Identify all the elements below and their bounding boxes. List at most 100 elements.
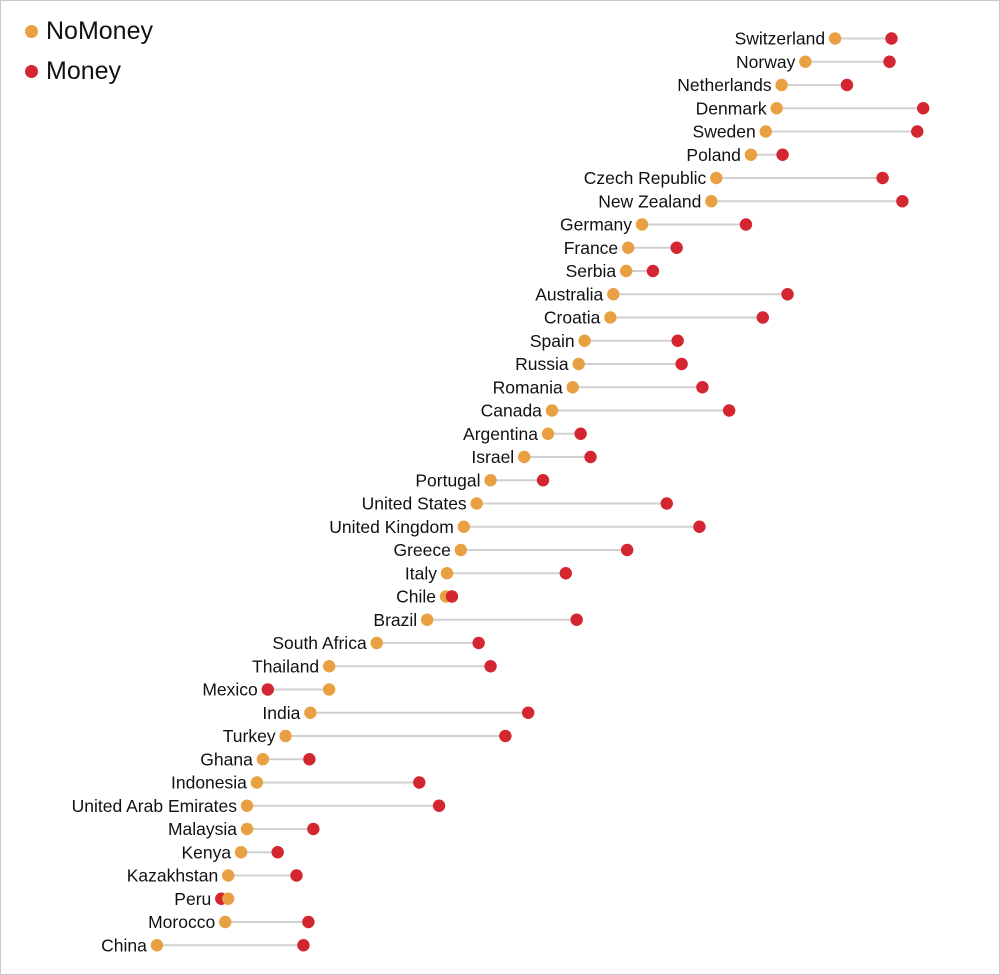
row-turkey: Turkey [223,726,512,746]
money-dot-chile [445,590,459,603]
money-dot-switzerland [885,32,898,45]
country-label-czech-republic: Czech Republic [584,168,707,188]
row-china: China [101,935,310,955]
money-dot-ghana [303,753,316,766]
country-label-new-zealand: New Zealand [598,191,701,211]
country-label-south-africa: South Africa [272,633,367,653]
row-switzerland: Switzerland [735,29,898,49]
row-kazakhstan: Kazakhstan [127,866,303,886]
row-russia: Russia [515,354,688,374]
nomoney-dot-germany [635,218,649,231]
nomoney-dot-romania [566,381,579,394]
row-denmark: Denmark [696,98,930,118]
money-dot-spain [671,334,684,347]
country-label-russia: Russia [515,354,569,374]
country-label-argentina: Argentina [463,424,538,444]
nomoney-dot-poland [744,148,758,161]
row-chile: Chile [396,587,459,607]
nomoney-dot-thailand [322,660,336,673]
nomoney-dot-malaysia [240,822,254,836]
nomoney-dot-ghana [256,753,270,766]
money-dot-israel [584,450,597,464]
nomoney-dot-united-kingdom [457,520,471,533]
nomoney-dot-netherlands [775,78,788,92]
country-label-chile: Chile [396,587,436,607]
row-italy: Italy [405,563,572,583]
legend-swatch-nomoney [25,24,38,38]
country-label-netherlands: Netherlands [677,75,772,95]
country-label-united-states: United States [362,494,467,514]
row-portugal: Portugal [415,470,550,490]
country-label-italy: Italy [405,563,437,583]
nomoney-dot-serbia [619,264,633,278]
row-ghana: Ghana [200,749,316,769]
row-greece: Greece [393,540,634,560]
money-dot-australia [781,288,794,301]
money-dot-china [297,939,310,952]
money-dot-india [521,706,535,719]
row-brazil: Brazil [373,610,583,630]
money-dot-new-zealand [896,195,909,208]
nomoney-dot-spain [578,334,591,347]
nomoney-dot-mexico [322,683,336,696]
money-dot-united-kingdom [693,520,706,533]
row-united-arab-emirates: United Arab Emirates [72,796,446,816]
money-dot-czech-republic [876,171,889,185]
row-israel: Israel [471,447,597,467]
nomoney-dot-canada [545,404,559,417]
country-label-turkey: Turkey [223,726,276,746]
nomoney-dot-turkey [279,729,292,743]
money-dot-canada [722,404,736,417]
row-australia: Australia [535,284,794,304]
country-label-romania: Romania [493,377,563,397]
nomoney-dot-italy [440,567,454,580]
money-dot-sweden [911,125,924,138]
money-dot-morocco [302,915,315,929]
country-label-kazakhstan: Kazakhstan [127,866,218,886]
country-label-israel: Israel [471,447,514,467]
country-label-portugal: Portugal [415,470,480,490]
legend-label-nomoney: NoMoney [46,16,153,45]
nomoney-dot-new-zealand [705,195,718,208]
country-label-poland: Poland [686,145,741,165]
country-label-morocco: Morocco [148,912,215,932]
country-label-denmark: Denmark [696,98,767,118]
country-label-malaysia: Malaysia [168,819,237,839]
nomoney-dot-israel [518,450,531,464]
nomoney-dot-indonesia [250,776,264,789]
row-argentina: Argentina [463,424,587,444]
row-czech-republic: Czech Republic [584,168,889,188]
money-dot-russia [675,357,688,371]
row-mexico: Mexico [202,680,336,700]
row-united-states: United States [362,494,673,514]
country-label-spain: Spain [530,331,575,351]
country-label-sweden: Sweden [693,122,756,142]
money-dot-portugal [536,474,550,487]
country-label-greece: Greece [393,540,450,560]
country-label-kenya: Kenya [181,842,231,862]
nomoney-dot-greece [454,543,468,557]
row-india: India [262,703,535,723]
nomoney-dot-portugal [484,474,497,487]
row-serbia: Serbia [566,261,660,281]
money-dot-south-africa [472,636,485,650]
row-germany: Germany [560,215,753,235]
money-dot-kenya [271,846,284,859]
money-dot-italy [559,567,572,580]
money-dot-romania [696,381,709,394]
money-dot-poland [776,148,789,161]
country-label-france: France [564,238,618,258]
money-dot-norway [883,55,896,68]
row-france: France [564,238,683,258]
nomoney-dot-australia [607,288,620,301]
country-label-serbia: Serbia [566,261,617,281]
nomoney-dot-croatia [604,311,617,324]
nomoney-dot-kazakhstan [222,869,235,882]
money-dot-mexico [261,683,274,696]
country-label-norway: Norway [736,52,796,72]
money-dot-netherlands [840,78,854,92]
country-label-mexico: Mexico [202,680,257,700]
nomoney-dot-morocco [219,915,232,929]
